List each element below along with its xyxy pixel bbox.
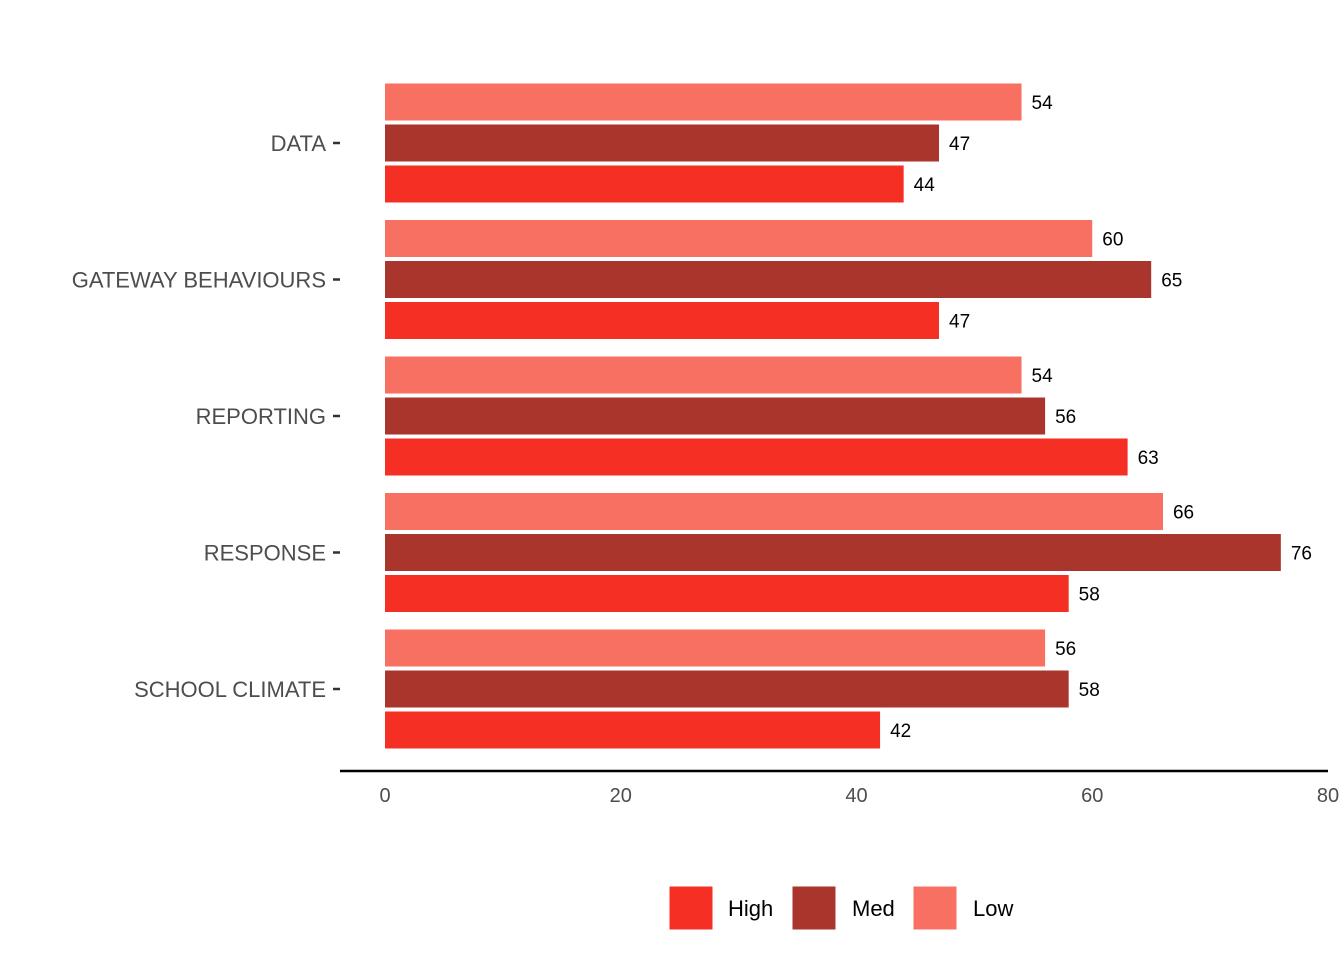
data-label-low: 56 [1055,639,1076,660]
bar-low [385,493,1163,530]
data-label-high: 47 [949,312,970,333]
data-label-high: 42 [890,721,911,742]
data-label-med: 56 [1055,407,1076,428]
bar-med [385,397,1046,435]
data-label-low: 66 [1173,503,1194,524]
data-label-high: 58 [1079,585,1100,606]
data-label-low: 54 [1032,366,1054,387]
data-label-low: 54 [1032,93,1054,114]
bar-high [385,711,881,749]
data-label-med: 76 [1291,544,1312,565]
data-label-med: 65 [1161,271,1182,292]
y-axis: DATA GATEWAY BEHAVIOURS REPORTING RESPONSE S… [72,131,340,702]
bar-med [385,124,940,162]
legend-key-low [912,885,958,931]
bar-med [385,261,1152,298]
y-tick-label: RESPONSE [204,541,326,566]
x-tick-label: 0 [379,785,390,807]
bar-low [385,629,1046,667]
y-tick-label: SCHOOL CLIMATE [134,677,326,702]
data-label-high: 63 [1138,448,1159,469]
data-label-med: 47 [949,134,970,155]
data-label-med: 58 [1079,680,1100,701]
bar-low [385,220,1093,257]
y-tick-label: DATA [271,131,327,156]
bar-med [385,534,1281,571]
y-tick-label: GATEWAY BEHAVIOURS [72,268,326,293]
data-label-high: 44 [914,175,936,196]
data-label-low: 60 [1102,230,1123,251]
y-tick-label: REPORTING [196,404,326,429]
x-tick-label: 80 [1317,785,1339,807]
bar-high [385,302,940,339]
legend-label-high: High [728,896,773,921]
legend-label-med: Med [852,896,895,921]
bar-high [385,438,1128,476]
legend-key-high [668,885,714,931]
legend-key-med [791,885,837,931]
x-tick-label: 20 [610,785,632,807]
legend: High Med Low [668,885,1013,931]
bar-high [385,575,1069,612]
x-axis: 0 20 40 60 80 [340,769,1339,807]
bar-low [385,356,1022,394]
x-tick-label: 40 [845,785,867,807]
bar-low [385,83,1022,121]
bar-high [385,165,904,203]
bar-med [385,670,1069,708]
bars-layer [385,83,1281,749]
x-tick-label: 60 [1081,785,1103,807]
legend-label-low: Low [973,896,1013,921]
